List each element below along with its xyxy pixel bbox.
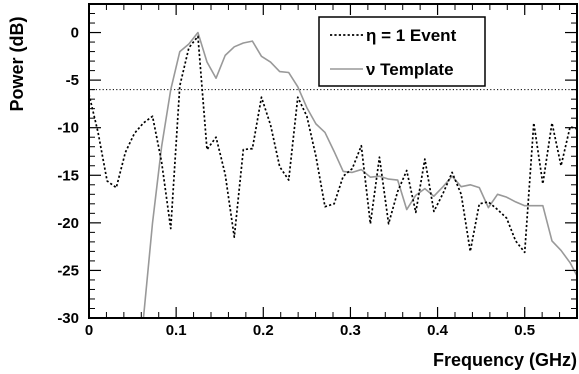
x-tick-label: 0.1 xyxy=(166,322,187,339)
labels-layer: Frequency (GHz) Power (dB) xyxy=(7,16,577,370)
y-axis-label: Power (dB) xyxy=(7,16,27,111)
legend: η = 1 Event ν Template xyxy=(318,16,486,87)
y-tick-label: -5 xyxy=(66,72,79,89)
y-tick-label: -30 xyxy=(57,310,79,327)
x-tick-label: 0.4 xyxy=(427,322,449,339)
series-line-eta-event xyxy=(89,35,577,254)
x-tick-label: 0 xyxy=(85,322,93,339)
legend-label-nu-template: ν Template xyxy=(366,60,454,79)
y-tick-label: -10 xyxy=(57,120,79,137)
ticks-layer: 0 0.1 0.2 0.3 0.4 0.5 0 -5 -10 -15 -20 -25 -30 xyxy=(57,3,577,339)
y-tick-label: -15 xyxy=(57,167,79,184)
series-layer xyxy=(89,31,577,318)
legend-box xyxy=(318,16,486,87)
legend-label-eta-event: η = 1 Event xyxy=(366,26,457,45)
y-tick-label: -20 xyxy=(57,215,79,232)
series-line-nu-template xyxy=(142,31,577,318)
y-tick-label: 0 xyxy=(71,25,79,42)
y-tick-label: -25 xyxy=(57,262,79,279)
x-tick-label: 0.3 xyxy=(340,322,361,339)
x-axis-label: Frequency (GHz) xyxy=(433,350,577,370)
x-tick-label: 0.2 xyxy=(253,322,274,339)
x-tick-label: 0.5 xyxy=(514,322,535,339)
